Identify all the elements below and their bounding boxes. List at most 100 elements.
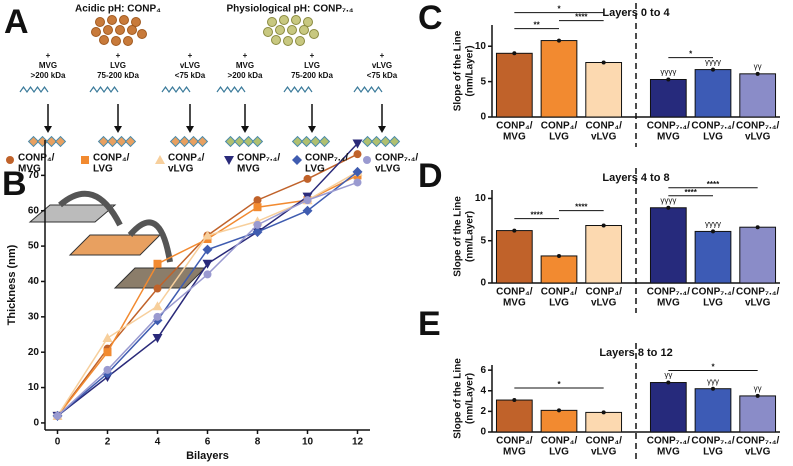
addition-label: LVG xyxy=(110,61,126,70)
bar xyxy=(585,411,623,433)
legend-marker xyxy=(155,155,165,164)
legend-marker xyxy=(81,156,89,164)
addition-label: <75 kDa xyxy=(367,71,398,80)
x-tick-label: CONP₇.₄/ xyxy=(647,287,690,298)
chart-title: Layers 0 to 4 xyxy=(602,7,670,19)
bar xyxy=(739,73,777,118)
y-axis-label: (nm/Layer) xyxy=(465,211,476,262)
marker xyxy=(352,166,363,177)
y-tick-label: 20 xyxy=(28,347,40,358)
marker xyxy=(353,178,362,187)
y-tick-label: 60 xyxy=(28,205,40,216)
particle xyxy=(119,15,129,25)
bar xyxy=(739,226,777,284)
bar xyxy=(694,388,732,433)
layer-icon xyxy=(242,135,255,148)
chart-title: Layers 8 to 12 xyxy=(599,347,672,359)
legend-marker xyxy=(292,155,302,165)
bar-dot xyxy=(601,223,606,228)
legend-label: CONP₇.₄/ xyxy=(305,153,348,164)
bar-annotation: γγ xyxy=(754,384,762,393)
polymer xyxy=(19,85,49,94)
legend-label: CONP₇.₄/ xyxy=(237,153,280,164)
x-tick-label: LVG xyxy=(549,298,569,309)
x-tick-label: MVG xyxy=(657,132,680,143)
particle xyxy=(115,25,125,35)
marker xyxy=(153,259,162,268)
marker xyxy=(103,365,112,374)
x-tick-label: CONP₄/ xyxy=(496,436,533,447)
arrow-head xyxy=(378,126,386,133)
addition-label: MVG xyxy=(39,61,57,70)
x-tick-label: 2 xyxy=(105,437,111,448)
legend-item: CONP₄/vLVG xyxy=(155,153,205,175)
y-tick-label: 0 xyxy=(480,112,486,123)
y-axis-label: Slope of the Line xyxy=(453,358,464,439)
layer-icon xyxy=(187,135,200,148)
bar xyxy=(739,395,777,433)
legend-label: vLVG xyxy=(168,164,194,175)
particle xyxy=(303,17,313,27)
significance-label: * xyxy=(557,380,561,389)
layer-icon xyxy=(291,135,304,148)
addition-label: + xyxy=(310,51,315,60)
bar xyxy=(649,78,687,118)
x-tick-label: LVG xyxy=(703,447,723,458)
x-tick-label: CONP₄/ xyxy=(496,287,533,298)
layer-icon xyxy=(309,135,322,148)
panel-label: A xyxy=(4,3,29,41)
layer-icon xyxy=(224,135,237,148)
addition-label: >200 kDa xyxy=(228,71,263,80)
particle xyxy=(91,27,101,37)
marker xyxy=(153,312,162,321)
x-tick-label: MVG xyxy=(503,447,526,458)
x-tick-label: CONP₇.₄/ xyxy=(647,436,690,447)
particle xyxy=(123,36,133,46)
y-tick-label: 10 xyxy=(475,41,487,52)
marker xyxy=(303,196,312,205)
x-tick-label: CONP₇.₄/ xyxy=(647,121,690,132)
bar xyxy=(694,69,732,118)
x-tick-label: 6 xyxy=(205,437,211,448)
chart-title: Layers 4 to 8 xyxy=(602,172,669,184)
layer-icon xyxy=(318,135,331,148)
marker xyxy=(203,270,212,279)
x-tick-label: vLVG xyxy=(591,132,617,143)
layer-icon xyxy=(361,135,374,148)
x-tick-label: MVG xyxy=(503,298,526,309)
arrow-head xyxy=(44,126,52,133)
x-tick-label: LVG xyxy=(549,447,569,458)
x-tick-label: 12 xyxy=(352,437,364,448)
y-tick-label: 6 xyxy=(480,365,486,376)
bar xyxy=(649,207,687,284)
particle xyxy=(309,29,319,39)
significance-label: **** xyxy=(707,180,720,189)
addition-label: + xyxy=(188,51,193,60)
layer-icon xyxy=(97,135,110,148)
legend-marker xyxy=(363,156,371,164)
bar-annotation: γγ xyxy=(664,371,672,380)
bar-dot xyxy=(601,410,606,415)
marker xyxy=(303,174,312,183)
x-tick-label: CONP₄/ xyxy=(541,121,578,132)
particle xyxy=(299,25,309,35)
x-tick-label: vLVG xyxy=(591,298,617,309)
y-tick-label: 4 xyxy=(480,385,486,396)
particle xyxy=(295,36,305,46)
y-axis-label: Thickness (nm) xyxy=(6,244,18,325)
addition-label: + xyxy=(380,51,385,60)
y-tick-label: 30 xyxy=(28,311,40,322)
y-axis-label: Slope of the Line xyxy=(453,196,464,277)
marker xyxy=(202,244,213,255)
group-title: Physiological pH: CONP₇.₄ xyxy=(226,4,353,15)
legend-marker xyxy=(6,156,14,164)
y-tick-label: 5 xyxy=(480,76,486,87)
significance-label: * xyxy=(711,363,715,372)
layer-icon xyxy=(196,135,209,148)
y-tick-label: 40 xyxy=(28,276,40,287)
layer-icon xyxy=(178,135,191,148)
legend-label: CONP₄/ xyxy=(93,153,130,164)
x-tick-label: 0 xyxy=(55,437,61,448)
addition-label: vLVG xyxy=(180,61,200,70)
